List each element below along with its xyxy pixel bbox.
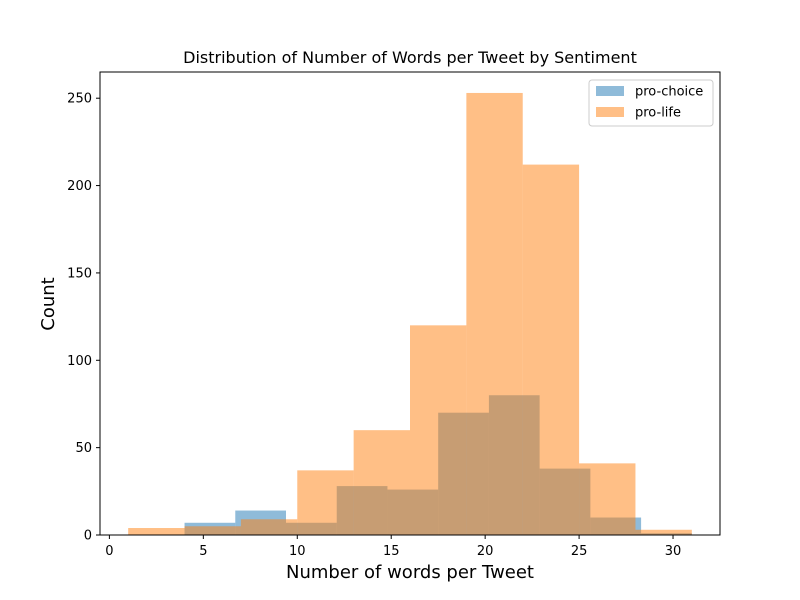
x-tick-label: 20 — [477, 544, 494, 559]
y-axis-ticks: 0 50 100 150 200 250 — [67, 92, 100, 544]
plot-frame — [99, 71, 721, 536]
chart-title: Distribution of Number of Words per Twee… — [183, 48, 637, 67]
bars-layer — [128, 92, 692, 535]
y-axis-label: Count — [38, 277, 59, 330]
y-tick-label: 0 — [84, 529, 92, 544]
bar-pro-life-5 — [410, 325, 467, 535]
legend-swatch-pro-life — [596, 107, 624, 117]
y-tick-label: 150 — [67, 266, 92, 281]
x-axis-ticks: 0 5 10 15 20 25 30 — [105, 535, 681, 559]
bar-pro-life-0 — [128, 528, 185, 535]
x-tick-label: 10 — [289, 544, 306, 559]
legend-swatch-pro-choice — [596, 86, 624, 96]
bar-pro-life-7 — [522, 164, 580, 535]
bar-pro-life-9 — [635, 529, 692, 535]
bar-pro-life-3 — [297, 470, 354, 535]
bar-pro-life-2 — [240, 519, 298, 535]
y-tick-label: 100 — [67, 354, 92, 369]
y-tick-label: 250 — [67, 92, 92, 107]
x-tick-label: 30 — [665, 544, 682, 559]
x-tick-label: 25 — [571, 544, 588, 559]
legend-label-pro-life: pro-life — [635, 106, 681, 121]
bar-pro-life-4 — [353, 430, 410, 535]
bar-pro-life-8 — [579, 463, 636, 535]
x-tick-label: 15 — [383, 544, 400, 559]
bar-pro-life-6 — [466, 92, 523, 535]
bar-pro-life-1 — [184, 526, 241, 535]
legend: pro-choice pro-life — [588, 79, 714, 127]
y-tick-label: 200 — [67, 179, 92, 194]
legend-label-pro-choice: pro-choice — [635, 85, 703, 100]
x-tick-label: 0 — [105, 544, 113, 559]
x-axis-label: Number of words per Tweet — [286, 562, 534, 583]
y-tick-label: 50 — [75, 441, 92, 456]
x-tick-label: 5 — [199, 544, 207, 559]
